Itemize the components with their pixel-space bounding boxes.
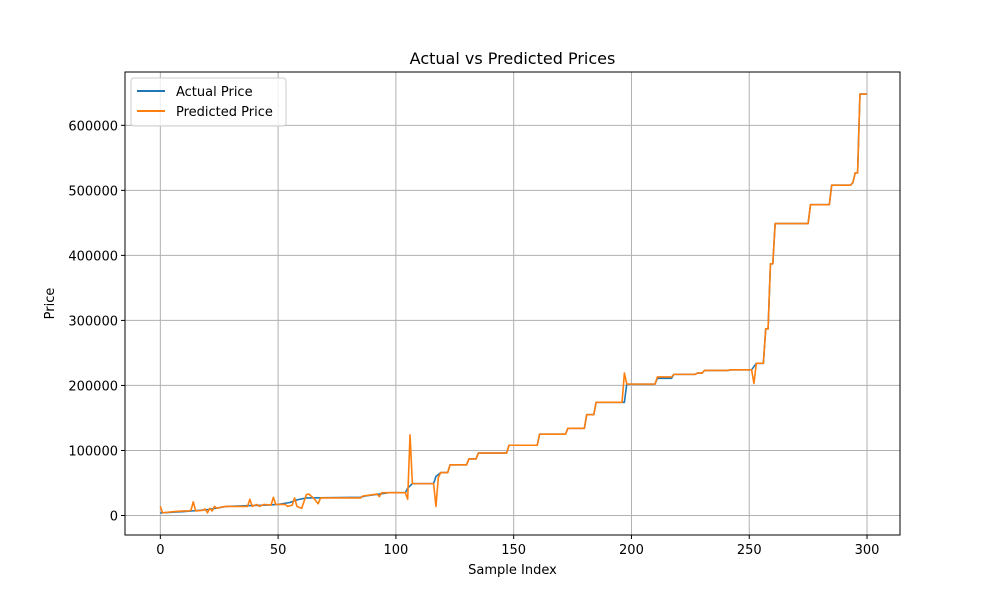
chart-title: Actual vs Predicted Prices xyxy=(410,49,616,68)
x-tick-label: 200 xyxy=(619,543,644,558)
legend: Actual Price Predicted Price xyxy=(130,77,287,127)
legend-label-predicted: Predicted Price xyxy=(176,105,273,120)
x-tick-label: 300 xyxy=(855,543,880,558)
y-tick-label: 100000 xyxy=(68,444,118,459)
y-axis-label: Price xyxy=(43,288,58,320)
y-tick-label: 0 xyxy=(110,509,118,524)
series-line-predicted xyxy=(159,93,868,514)
x-tick-label: 150 xyxy=(501,543,526,558)
x-tick-label: 100 xyxy=(383,543,408,558)
tick-layer: 0 50 100 150 200 250 300 0 100000 200000 300000 400… xyxy=(68,119,879,558)
x-axis-label: Sample Index xyxy=(468,563,557,578)
y-tick-label: 200000 xyxy=(68,379,118,394)
plot-frame xyxy=(124,71,901,536)
y-tick-label: 600000 xyxy=(68,119,118,134)
x-tick-label: 250 xyxy=(737,543,762,558)
x-tick-label: 50 xyxy=(270,543,287,558)
grid-layer xyxy=(125,72,900,535)
legend-label-actual: Actual Price xyxy=(176,85,253,100)
x-tick-label: 0 xyxy=(156,543,164,558)
legend-box xyxy=(130,77,287,127)
y-tick-label: 400000 xyxy=(68,249,118,264)
series-layer xyxy=(159,93,868,514)
y-tick-label: 500000 xyxy=(68,184,118,199)
y-tick-label: 300000 xyxy=(68,314,118,329)
